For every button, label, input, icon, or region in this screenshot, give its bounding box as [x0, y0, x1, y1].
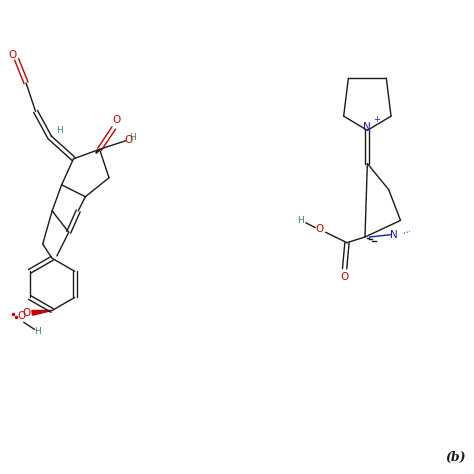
Text: H: H — [56, 126, 63, 135]
Polygon shape — [32, 310, 52, 315]
Text: O: O — [112, 115, 120, 125]
Text: H: H — [35, 328, 41, 336]
Text: H: H — [298, 216, 304, 225]
Text: (b): (b) — [445, 451, 465, 464]
Text: H: H — [129, 133, 136, 142]
Text: N: N — [364, 122, 371, 132]
Text: O: O — [340, 272, 349, 283]
Text: O: O — [9, 49, 17, 60]
Text: N: N — [391, 229, 398, 240]
Text: O: O — [17, 311, 26, 321]
Text: O: O — [315, 224, 324, 234]
Text: O: O — [22, 308, 30, 318]
Text: +: + — [374, 116, 380, 124]
Text: O: O — [124, 135, 133, 145]
